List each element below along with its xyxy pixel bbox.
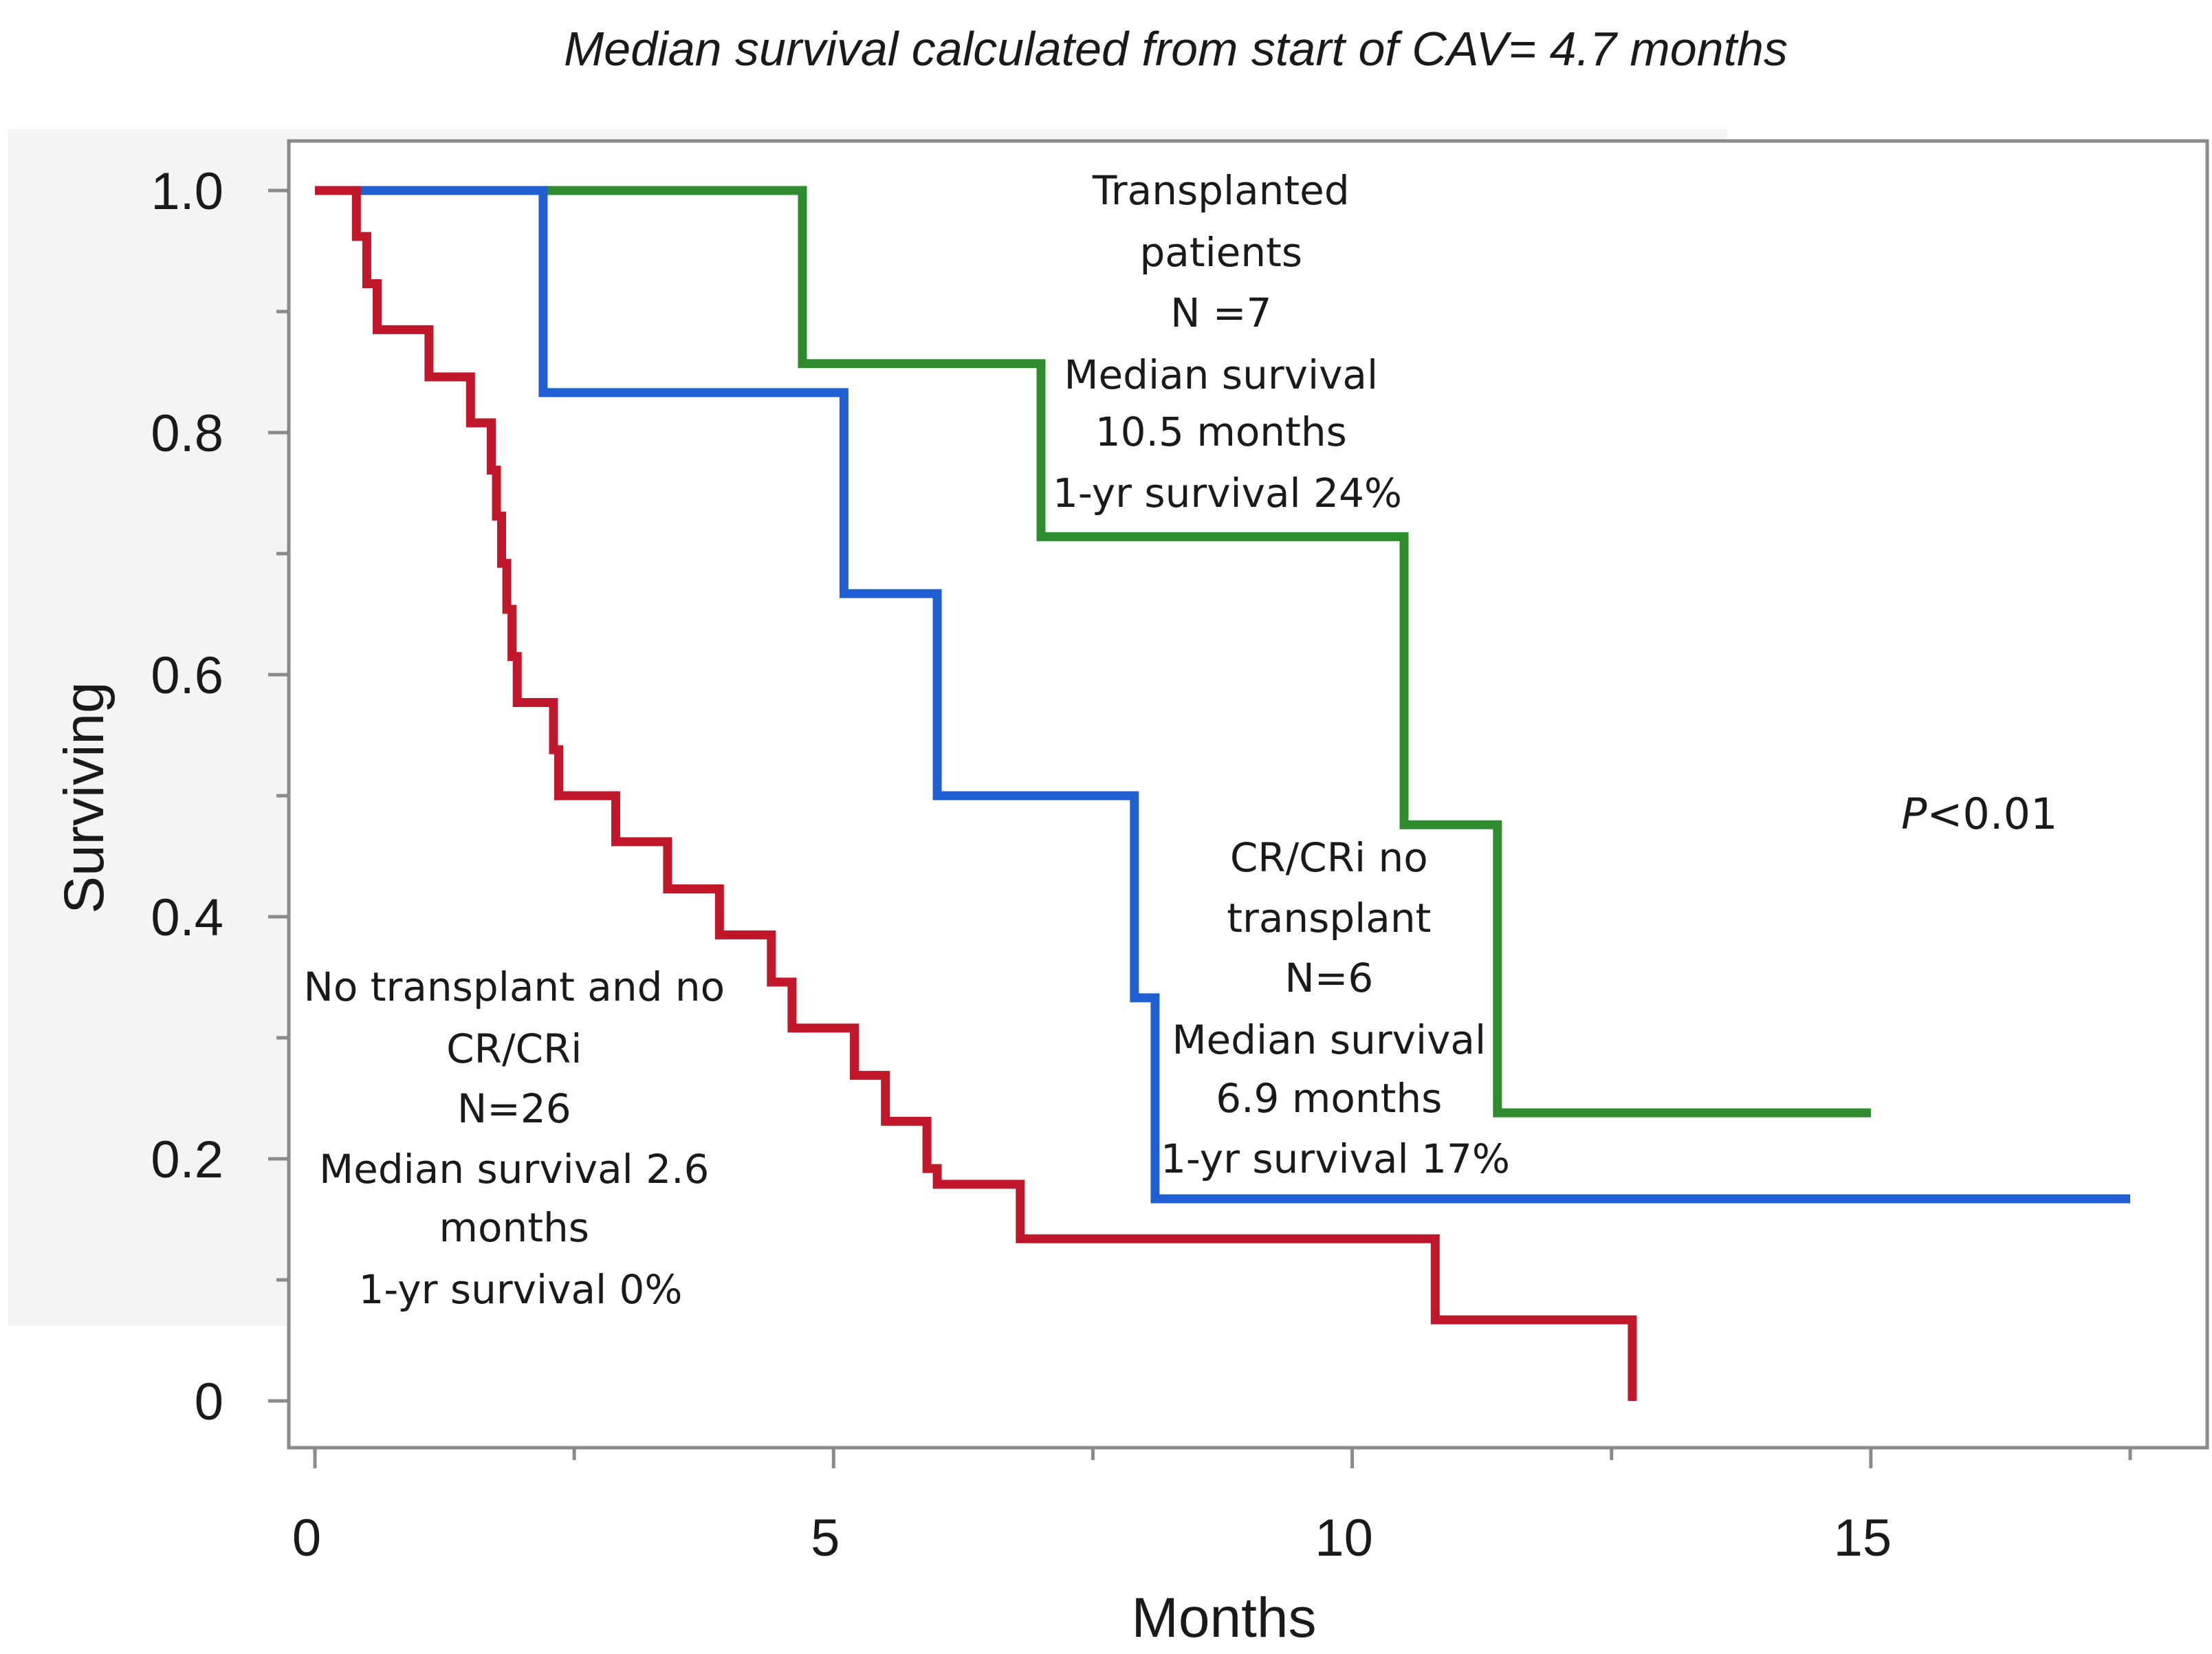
transplanted-line-1: Transplanted (1092, 167, 1350, 214)
transplanted-annotation: Transplanted patients N =7 Median surviv… (1053, 167, 1402, 516)
y-tick-label: 0.6 (151, 646, 223, 705)
x-tick-label: 0 (292, 1509, 321, 1567)
y-axis: 0 0.2 0.4 0.6 0.8 1.0 (151, 162, 289, 1431)
x-axis: 0 5 10 15 (292, 1448, 2132, 1567)
crcri-line-4: Median survival (1172, 1016, 1486, 1063)
p-value-number: <0.01 (1927, 789, 2057, 839)
transplanted-line-4: Median survival (1064, 351, 1378, 398)
series-layer (315, 186, 2130, 1401)
transplanted-line-2: patients (1139, 229, 1302, 276)
p-value-label: P<0.01 (1901, 789, 2057, 839)
y-axis-title: Surviving (53, 682, 116, 913)
crcri-line-3: N=6 (1284, 955, 1373, 1001)
no-transplant-line-5: months (439, 1204, 589, 1251)
y-tick-label: 0.2 (151, 1131, 223, 1189)
y-tick-label: 1.0 (151, 162, 223, 221)
x-tick-label: 15 (1834, 1509, 1892, 1567)
transplanted-line-3: N =7 (1170, 290, 1271, 336)
x-axis-title: Months (1132, 1587, 1317, 1649)
transplanted-line-5: 10.5 months (1095, 409, 1347, 455)
crcri-annotation: CR/CRi no transplant N=6 Median survival… (1161, 834, 1510, 1182)
no-transplant-line-2: CR/CRi (446, 1025, 582, 1072)
no-transplant-line-6: 1-yr survival 0% (358, 1266, 682, 1313)
transplanted-series-line (315, 186, 1871, 1118)
chart-title: Median survival calculated from start of… (564, 22, 1788, 76)
x-tick-label: 5 (811, 1509, 840, 1567)
no-transplant-series-line (315, 186, 1637, 1401)
no-transplant-annotation: No transplant and no CR/CRi N=26 Median … (303, 964, 737, 1313)
no-transplant-line-3: N=26 (457, 1085, 571, 1132)
crcri-line-2: transplant (1227, 895, 1431, 942)
crcri-line-6: 1-yr survival 17% (1161, 1135, 1510, 1182)
no-transplant-line-1: No transplant and no (303, 964, 725, 1010)
crcri-series-line (315, 186, 2130, 1204)
p-value-p: P (1901, 789, 1927, 839)
transplanted-line-6: 1-yr survival 24% (1053, 470, 1402, 516)
no-transplant-line-4: Median survival 2.6 (319, 1146, 709, 1193)
y-tick-label: 0.8 (151, 404, 223, 463)
crcri-line-5: 6.9 months (1216, 1075, 1442, 1122)
crcri-line-1: CR/CRi no (1230, 834, 1428, 881)
y-tick-label: 0.4 (151, 889, 223, 947)
y-tick-label: 0 (195, 1373, 223, 1431)
x-tick-label: 10 (1315, 1509, 1373, 1567)
